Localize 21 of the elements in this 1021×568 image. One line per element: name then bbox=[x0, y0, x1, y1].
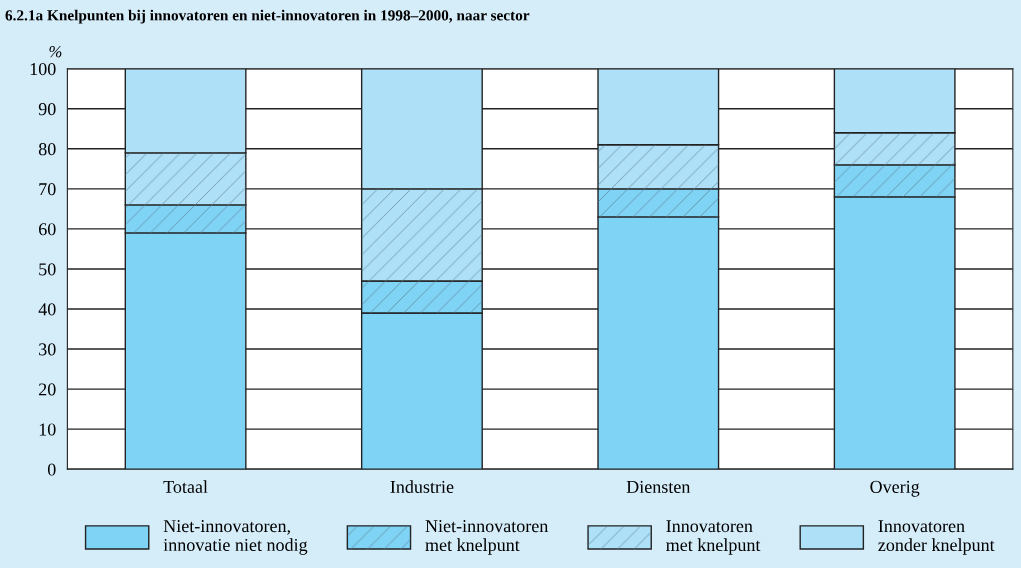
y-tick-label: 20 bbox=[39, 383, 56, 396]
y-tick-label: 40 bbox=[38, 303, 56, 316]
x-tick-label: Industrie bbox=[390, 480, 454, 493]
y-tick-label: 10 bbox=[39, 423, 56, 436]
y-tick-label: 70 bbox=[39, 183, 56, 196]
legend-label: Niet-innovatoren, innovatie niet nodig bbox=[163, 520, 308, 555]
y-tick-label: 100 bbox=[30, 62, 56, 76]
legend-label: Innovatoren zonder knelpunt bbox=[878, 520, 995, 555]
y-tick-label: 50 bbox=[39, 263, 56, 276]
y-tick-label: 80 bbox=[38, 143, 56, 156]
y-tick-label: 30 bbox=[39, 343, 56, 356]
y-tick-label: 60 bbox=[39, 223, 56, 236]
y-tick-label: 90 bbox=[38, 103, 56, 116]
legend-label: Innovatoren met knelpunt bbox=[666, 520, 761, 555]
x-tick-label: Diensten bbox=[626, 480, 691, 493]
x-tick-label: Totaal bbox=[163, 480, 208, 493]
legend-label: Niet-innovatoren met knelpunt bbox=[425, 520, 549, 555]
x-tick-label: Overig bbox=[870, 480, 920, 497]
y-axis-title: % bbox=[49, 46, 62, 58]
y-tick-label: 0 bbox=[47, 463, 56, 476]
chart-title: 6.2.1a Knelpunten bij innovatoren en niet-innovatoren in 1998–2000, naar sector bbox=[5, 9, 530, 24]
